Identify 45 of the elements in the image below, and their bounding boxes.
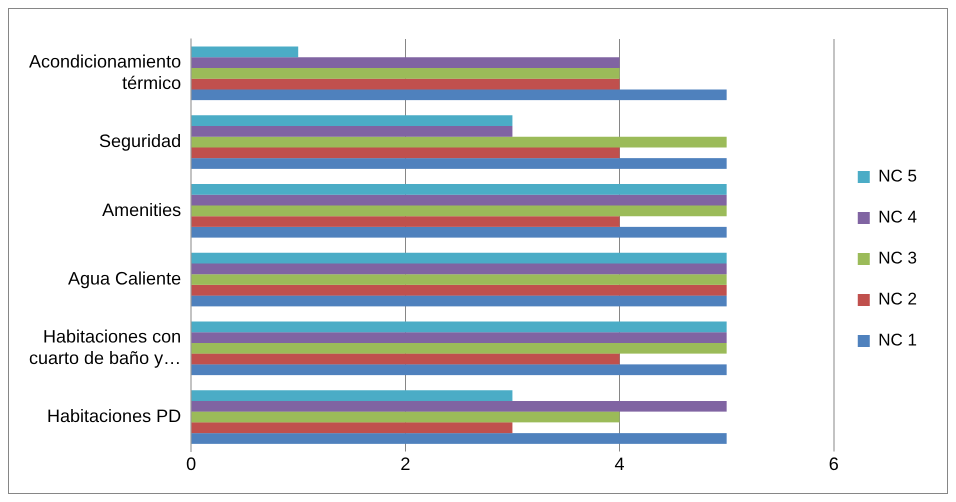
legend-label: NC 2 — [878, 290, 918, 309]
bar — [192, 57, 620, 68]
y-tick-label: Acondicionamiento térmico — [28, 52, 182, 94]
bar — [192, 342, 727, 354]
bar — [192, 136, 727, 148]
bar — [192, 126, 512, 137]
bar — [192, 321, 727, 332]
bar — [192, 226, 727, 238]
bar — [192, 422, 512, 434]
legend-label: NC 5 — [878, 166, 918, 186]
bar — [192, 433, 727, 444]
bar — [192, 296, 727, 306]
bar — [192, 184, 727, 195]
y-tick-label: Habitaciones con cuarto de baño y… — [28, 326, 182, 368]
bar — [192, 194, 727, 206]
bar — [192, 205, 727, 216]
bar — [192, 263, 727, 274]
bar — [192, 216, 620, 227]
bar — [192, 158, 727, 169]
y-tick-label: Agua Caliente — [68, 268, 182, 289]
y-tick-label: Habitaciones PD — [47, 406, 182, 426]
bar — [192, 412, 620, 422]
legend-label: NC 1 — [878, 330, 918, 350]
bar — [192, 252, 727, 264]
x-tick-label: 6 — [828, 454, 839, 474]
legend-label: NC 4 — [878, 208, 918, 227]
bar — [192, 400, 727, 412]
bar — [192, 147, 620, 158]
bar — [192, 68, 620, 79]
y-tick-label: Amenities — [102, 200, 182, 220]
bar — [192, 89, 727, 100]
y-tick-label: Seguridad — [99, 131, 182, 152]
bar — [192, 274, 727, 285]
x-tick-label: 0 — [186, 454, 196, 474]
x-tick-label: 2 — [400, 454, 410, 474]
bar — [192, 78, 620, 90]
bar — [192, 332, 727, 343]
bar — [192, 284, 727, 296]
bar — [192, 390, 512, 401]
legend-label: NC 3 — [878, 248, 918, 268]
bar — [192, 46, 298, 58]
bar — [192, 354, 620, 364]
bar — [192, 115, 512, 126]
x-tick-label: 4 — [614, 454, 625, 474]
bar — [192, 364, 727, 376]
